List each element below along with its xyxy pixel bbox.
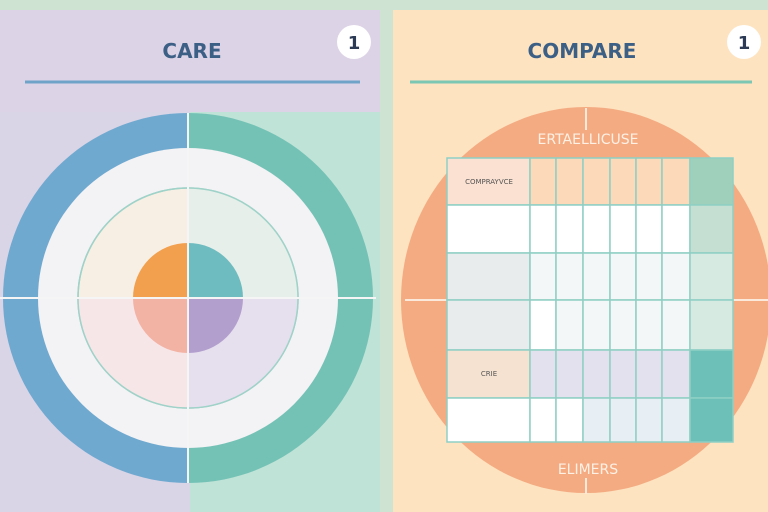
table-cell	[609, 157, 637, 206]
compare-title: COMPARE	[528, 39, 637, 63]
top-label: ERTAELLICUSE	[538, 132, 639, 148]
table-cell	[689, 157, 734, 206]
row-label: CRIE	[481, 370, 497, 378]
table-cell	[689, 349, 734, 399]
quadrant-orange	[133, 243, 188, 298]
bottom-label: ELIMERS	[558, 462, 618, 478]
table-cell	[582, 299, 611, 351]
table-cell	[582, 157, 611, 206]
quadrant-teal	[188, 243, 243, 298]
table-cell	[689, 397, 734, 443]
table-cell	[661, 252, 691, 301]
table-cell	[689, 299, 734, 351]
table-cell	[529, 299, 557, 351]
table-cell	[635, 299, 663, 351]
table-cell	[661, 349, 691, 399]
table-cell	[529, 397, 557, 443]
badge-number: 1	[348, 33, 361, 54]
table-cell	[689, 252, 734, 301]
table-cell	[582, 349, 611, 399]
table-cell	[446, 397, 531, 443]
table-cell	[609, 299, 637, 351]
table-cell	[446, 157, 531, 206]
comparison-table	[446, 157, 734, 443]
quadrant-pink	[133, 298, 188, 353]
table-cell	[555, 252, 584, 301]
care-title: CARE	[162, 39, 221, 63]
table-cell	[582, 397, 611, 443]
table-cell	[555, 204, 584, 254]
table-cell	[635, 397, 663, 443]
table-cell	[609, 349, 637, 399]
badge	[337, 25, 371, 59]
table-cell	[446, 252, 531, 301]
table-cell	[661, 157, 691, 206]
table-cell	[635, 252, 663, 301]
table-cell	[661, 397, 691, 443]
table-cell	[446, 204, 531, 254]
table-cell	[689, 204, 734, 254]
table-cell	[582, 252, 611, 301]
table-cell	[609, 252, 637, 301]
care-panel: CARE 1	[0, 10, 380, 512]
table-cell	[582, 204, 611, 254]
table-cell	[635, 204, 663, 254]
table-cell	[661, 204, 691, 254]
table-cell	[661, 299, 691, 351]
table-cell	[446, 349, 531, 399]
table-cell	[529, 204, 557, 254]
table-cell	[635, 157, 663, 206]
compare-panel: COMPARE 1 ERTAELLICUSE ELIMERS COMPRAYVC…	[393, 10, 768, 512]
table-cell	[529, 157, 557, 206]
table-cell	[529, 349, 557, 399]
badge-number: 1	[738, 33, 751, 54]
header-cell-label: COMPRAYVCE	[465, 178, 513, 186]
table-cell	[555, 299, 584, 351]
badge	[727, 25, 761, 59]
quadrant-purple	[188, 298, 243, 353]
table-cell	[446, 299, 531, 351]
table-cell	[529, 252, 557, 301]
table-cell	[555, 349, 584, 399]
table-cell	[609, 397, 637, 443]
table-cell	[555, 157, 584, 206]
table-cell	[609, 204, 637, 254]
table-cell	[555, 397, 584, 443]
table-cell	[635, 349, 663, 399]
